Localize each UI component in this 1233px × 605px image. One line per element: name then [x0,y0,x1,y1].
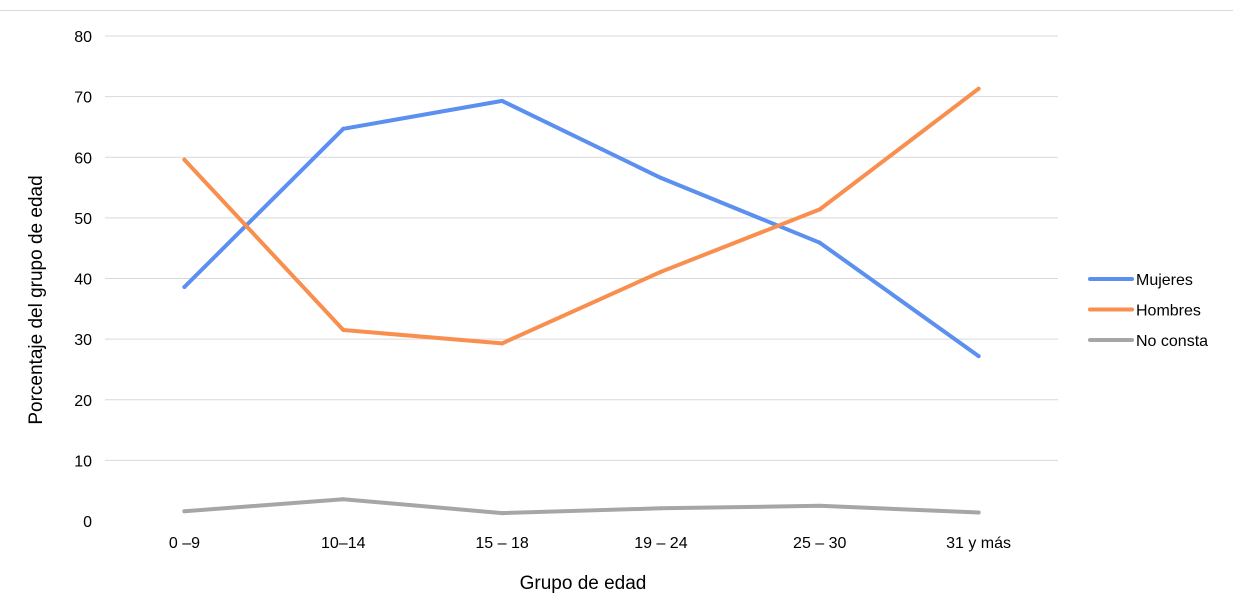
data-point-hombres [182,157,187,162]
x-tick-label: 10–14 [321,535,366,552]
data-point-no-consta [341,497,346,502]
data-point-mujeres [341,126,346,131]
x-axis-title: Grupo de edad [520,573,647,594]
data-point-hombres [658,269,663,274]
legend-label-hombres: Hombres [1136,303,1201,320]
y-tick-label: 20 [74,393,92,410]
x-tick-label: 25 – 30 [793,535,846,552]
data-point-no-consta [658,506,663,511]
data-point-mujeres [182,284,187,289]
data-point-mujeres [817,240,822,245]
y-tick-label: 30 [74,332,92,349]
x-tick-label: 15 – 18 [475,535,528,552]
data-point-mujeres [976,354,981,359]
y-tick-label: 10 [74,453,92,470]
y-tick-label: 0 [83,514,92,531]
data-point-hombres [500,341,505,346]
legend-label-no-consta: No consta [1136,333,1208,350]
data-point-mujeres [500,98,505,103]
data-point-mujeres [658,175,663,180]
y-tick-label: 70 [74,90,92,107]
x-tick-label: 0 –9 [169,535,200,552]
top-border-line [0,10,1233,11]
data-point-no-consta [500,511,505,516]
gridlines [105,35,1058,461]
y-tick-label: 80 [74,29,92,46]
y-tick-label: 60 [74,150,92,167]
legend-label-mujeres: Mujeres [1136,272,1193,289]
series-line-hombres [182,86,981,346]
data-point-hombres [341,328,346,333]
legend: Mujeres Hombres No consta [1088,272,1208,350]
x-tick-label: 19 – 24 [634,535,687,552]
series-lines [182,86,981,516]
x-tick-label: 31 y más [946,535,1011,552]
data-point-hombres [976,86,981,91]
series-line-no-consta [182,497,981,516]
y-tick-label: 50 [74,211,92,228]
data-point-no-consta [182,509,187,514]
data-point-no-consta [976,510,981,515]
data-point-hombres [817,207,822,212]
y-axis-title: Porcentaje del grupo de edad [26,175,47,424]
series-line-mujeres [182,98,981,359]
y-axis-ticks: 0 10 20 30 40 50 60 70 80 [74,29,92,531]
data-point-no-consta [817,503,822,508]
y-tick-label: 40 [74,272,92,289]
x-axis-ticks: 0 –9 10–14 15 – 18 19 – 24 25 – 30 31 y más [169,535,1011,552]
